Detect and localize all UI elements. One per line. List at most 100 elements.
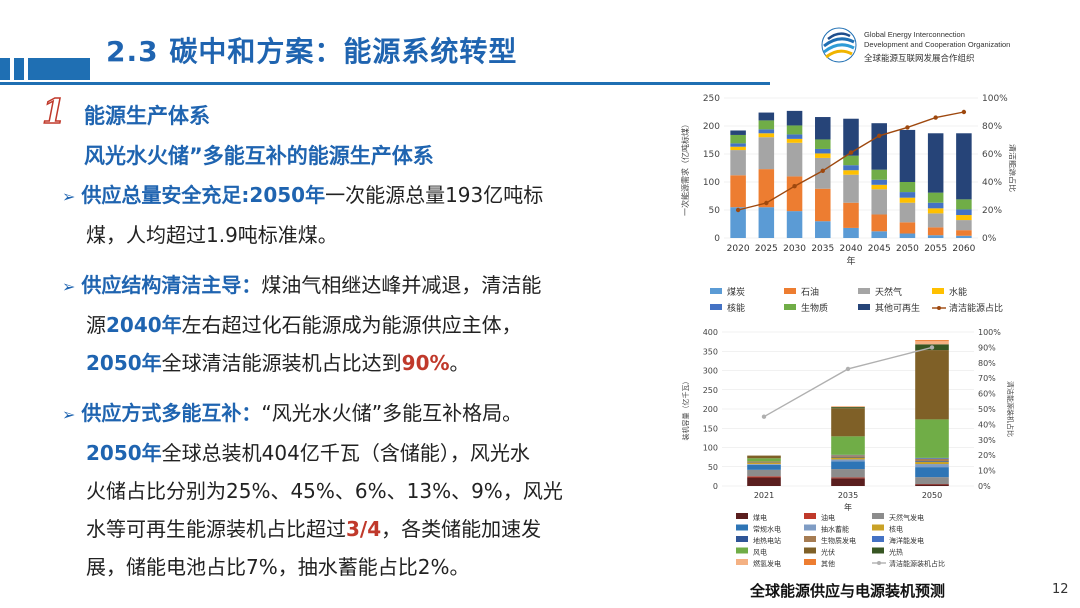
y-tick-label: 0 (714, 234, 720, 244)
bar-segment (831, 478, 865, 486)
bar-segment (831, 408, 865, 437)
org-logo: Global Energy Interconnection Developmen… (820, 26, 1070, 70)
bar-segment (915, 457, 949, 459)
bar-segment (915, 460, 949, 462)
legend-label: 燃氢发电 (753, 559, 781, 568)
bar-segment (786, 125, 803, 135)
y-tick-label: 250 (703, 94, 720, 104)
line-point (761, 414, 767, 419)
globe-logo-icon (821, 27, 857, 63)
org-name-cn: 全球能源互联网发展合作组织 (864, 54, 975, 64)
bar-segment (899, 202, 916, 223)
bar-segment (871, 123, 887, 170)
y2-tick-label: 90% (978, 343, 996, 352)
bar-segment (843, 155, 859, 166)
bar-segment (843, 118, 859, 156)
bar-segment (927, 227, 944, 236)
legend-swatch-dot (877, 561, 881, 565)
legend-swatch (736, 536, 748, 542)
bar-segment (843, 170, 859, 175)
x-tick-label: 2045 (868, 244, 891, 254)
line-point (877, 133, 882, 138)
bar-segment (831, 477, 865, 479)
legend-swatch (736, 524, 748, 531)
legend-swatch (736, 547, 748, 554)
legend-label: 海洋能发电 (889, 536, 924, 545)
y2-tick-label: 60% (978, 390, 996, 399)
y-tick-label: 150 (703, 150, 720, 160)
legend-swatch (872, 524, 884, 531)
x-tick-label: 2035 (811, 244, 834, 254)
legend-label: 生物质 (801, 302, 828, 314)
energy-demand-chart: 0 50 100 150 200 250 0% 20% 40% 60% 80% 100% 一次能源需求（… (680, 94, 1016, 314)
arrow-bullet-icon: ➢ (62, 405, 76, 424)
bar-segment (815, 188, 831, 222)
legend-swatch (736, 559, 748, 565)
legend-label: 清洁能源占比 (949, 302, 1003, 314)
line-point (845, 366, 851, 372)
bar-segment (843, 227, 859, 238)
legend-swatch (872, 536, 884, 542)
bar-segment (831, 461, 865, 470)
line-point (735, 207, 741, 213)
bar-segment (831, 469, 865, 478)
x-axis-label: 年 (846, 255, 855, 267)
bar-segment (831, 455, 865, 457)
legend-label: 清洁能源装机占比 (889, 559, 945, 568)
y2-tick-label: 0% (982, 234, 997, 244)
line-point (933, 115, 938, 120)
line-point (929, 345, 935, 350)
x-tick-label: 2060 (952, 244, 975, 254)
bar-segment (758, 137, 775, 170)
y-tick-label: 250 (703, 386, 718, 395)
y2-tick-label: 100% (982, 94, 1008, 104)
bar-segment (815, 148, 831, 154)
y2-tick-label: 80% (982, 122, 1002, 132)
bar-segment (915, 467, 949, 478)
bar-segment (786, 134, 803, 139)
bar-segment (843, 202, 859, 228)
section-number: 1 (41, 91, 66, 133)
legend-label: 常规水电 (753, 525, 781, 534)
bar-segment (730, 146, 746, 151)
bar-segment (915, 477, 949, 485)
bar-segment (747, 455, 781, 459)
bar-segment (915, 484, 949, 486)
bar-segment (831, 436, 865, 455)
bar-segment (927, 235, 944, 238)
bar-segment (956, 220, 972, 231)
line-point (905, 125, 910, 130)
y2-tick-label: 0% (978, 482, 991, 491)
legend-label: 煤炭 (727, 286, 745, 298)
legend-swatch (804, 524, 816, 531)
legend-label: 天然气 (875, 286, 902, 298)
legend-swatch (858, 304, 870, 310)
bar-segment (899, 222, 916, 234)
bar-segment (815, 157, 831, 189)
y-tick-label: 150 (703, 424, 718, 433)
bar-segment (831, 459, 865, 462)
legend-label: 天然气发电 (889, 513, 924, 522)
bar-segment (758, 169, 775, 208)
bar-segment (899, 192, 916, 198)
bar-segment (915, 341, 949, 345)
legend-swatch (804, 536, 816, 542)
legend-label: 油电 (821, 513, 835, 522)
legend-label: 地热电站 (753, 536, 781, 545)
bar-segment (899, 129, 916, 182)
x-tick-label: 2050 (896, 244, 919, 254)
installed-capacity-chart: 0 50 100 150 200 250 300 350 400 0% 10% 20% 30% 40% 50… (681, 328, 1015, 568)
legend-swatch (872, 547, 884, 554)
x-tick-label: 2040 (840, 244, 863, 254)
bar-segment (747, 462, 781, 465)
y-tick-label: 200 (703, 405, 718, 414)
bar-segment (956, 230, 972, 236)
y2-axis-label: 清洁能源装机占比 (1006, 381, 1015, 437)
x-tick-label: 2021 (754, 491, 774, 500)
y2-tick-label: 100% (978, 328, 1001, 337)
y-tick-label: 300 (703, 367, 718, 376)
line-point (820, 168, 825, 173)
y2-tick-label: 20% (978, 451, 996, 460)
legend-label: 风电 (753, 548, 767, 557)
bar-segment (758, 120, 775, 130)
